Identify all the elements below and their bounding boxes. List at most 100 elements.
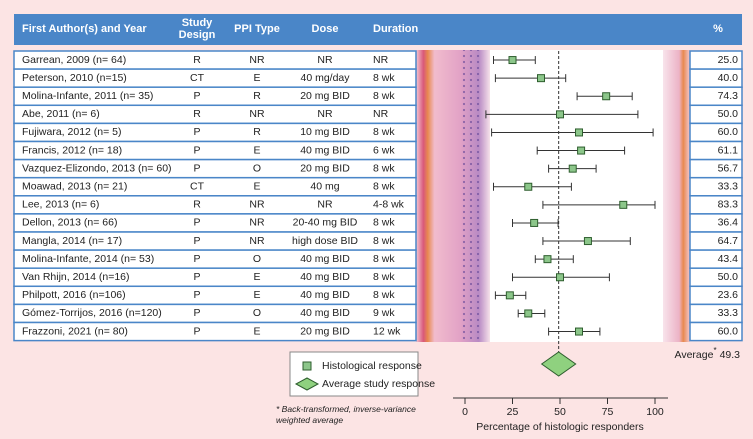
cell: NR [249, 54, 265, 66]
value-label: 33.3 [718, 307, 739, 319]
point [556, 273, 564, 282]
cell: P [193, 325, 200, 337]
value-label: 60.0 [718, 126, 739, 138]
value-label: 50.0 [718, 271, 739, 283]
x-tick-label: 75 [602, 406, 614, 418]
value-label: 36.4 [718, 217, 739, 229]
cell: 9 wk [373, 307, 395, 319]
point [524, 182, 533, 191]
x-tick-label: 50 [554, 406, 566, 418]
legend-label: Average study response [322, 378, 435, 390]
cell: Peterson, 2010 (n=15) [22, 72, 127, 84]
header-word: Design [179, 29, 216, 41]
value-label: 60.0 [718, 325, 739, 337]
cell: P [193, 144, 200, 156]
cell: 20 mg BID [300, 162, 350, 174]
cell: 12 wk [373, 325, 401, 337]
cell: 8 wk [373, 181, 395, 193]
column-header: Dose [312, 23, 339, 35]
point [583, 237, 592, 246]
cell: 8 wk [373, 126, 395, 138]
value-label: 25.0 [718, 54, 739, 66]
cell: P [193, 289, 200, 301]
cell: P [193, 126, 200, 138]
cell: P [193, 90, 200, 102]
cell: Garrean, 2009 (n= 64) [22, 54, 126, 66]
value-label: 56.7 [718, 162, 739, 174]
legend-label: Histological response [322, 360, 422, 372]
cell: 10 mg BID [300, 126, 350, 138]
cell: Molina-Infante, 2011 (n= 35) [22, 90, 153, 102]
tissue-right [663, 50, 690, 342]
point [577, 146, 586, 155]
cell: R [253, 90, 261, 102]
cell: Frazzoni, 2021 (n= 80) [22, 325, 128, 337]
average-value: 49.3 [720, 349, 741, 361]
average-mark: * [713, 346, 716, 355]
cell: Molina-Infante, 2014 (n= 53) [22, 253, 154, 265]
x-tick-label: 25 [507, 406, 519, 418]
value-label: 43.4 [718, 253, 739, 265]
cell: E [253, 271, 260, 283]
cell: P [193, 162, 200, 174]
cell: Vazquez-Elizondo, 2013 (n= 60) [22, 162, 172, 174]
point [568, 164, 577, 173]
row-box [689, 321, 743, 342]
cell: CT [190, 72, 205, 84]
cell: 6 wk [373, 144, 395, 156]
column-header: First Author(s) and Year [22, 23, 147, 35]
cell: R [193, 108, 201, 120]
cell: 8 wk [373, 271, 395, 283]
point [556, 110, 564, 119]
legend-box [289, 351, 419, 397]
cell: P [193, 271, 200, 283]
header-bar [14, 14, 742, 45]
footnote: * Back-transformed, inverse-variance wei… [276, 404, 416, 425]
cell: P [193, 253, 200, 265]
cell: 40 mg [310, 181, 339, 193]
cell: R [193, 54, 201, 66]
value-label: 40.0 [718, 72, 739, 84]
cell: E [253, 181, 260, 193]
cell: NR [373, 108, 389, 120]
value-label: 23.6 [718, 289, 739, 301]
cell: 20 mg BID [300, 90, 350, 102]
cell: NR [317, 54, 333, 66]
cell: 8 wk [373, 289, 395, 301]
cell: 40 mg BID [300, 271, 350, 283]
cell: R [253, 126, 261, 138]
value-label: 83.3 [718, 199, 739, 211]
cell: E [253, 144, 260, 156]
tissue-cells [460, 50, 484, 342]
point [508, 56, 517, 65]
cell: E [253, 325, 260, 337]
cell: E [253, 72, 260, 84]
cell: Philpott, 2016 (n=106) [22, 289, 126, 301]
cell: NR [249, 235, 265, 247]
average-text: Average* 49.3 [675, 346, 741, 361]
footnote-wrap: * Back-transformed, inverse-variance wei… [276, 404, 416, 425]
cell: NR [317, 108, 333, 120]
average-label: Average [675, 349, 714, 361]
legend-swatch [302, 361, 312, 371]
cell: 40 mg BID [300, 307, 350, 319]
cell: NR [249, 108, 265, 120]
average-diamond [540, 351, 577, 377]
cell: 8 wk [373, 90, 395, 102]
cell: 8 wk [373, 162, 395, 174]
x-axis-label: Percentage of histologic responders [476, 421, 644, 433]
value-label: 61.1 [718, 144, 739, 156]
column-header: Study Design [179, 17, 216, 41]
cell: E [253, 289, 260, 301]
column-header: PPI Type [234, 23, 280, 35]
point [602, 92, 611, 101]
cell: Mangla, 2014 (n= 17) [22, 235, 122, 247]
x-tick-label: 100 [646, 406, 664, 418]
point [575, 327, 583, 336]
cell: P [193, 217, 200, 229]
value-label: 50.0 [718, 108, 739, 120]
column-header: % [713, 23, 723, 35]
cell: R [193, 199, 201, 211]
cell: O [253, 162, 261, 174]
